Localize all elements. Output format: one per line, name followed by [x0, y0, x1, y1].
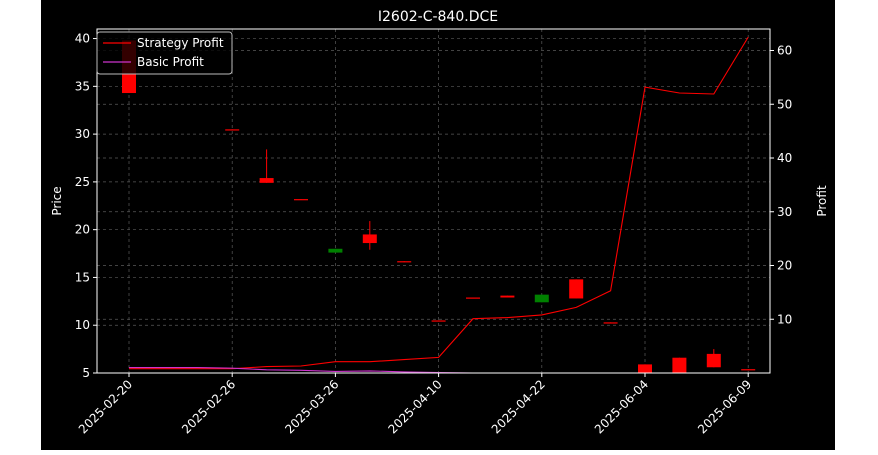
y-axis-right-label: Profit [815, 185, 829, 217]
legend: Strategy Profit Basic Profit [96, 31, 233, 75]
candle-body [328, 248, 343, 253]
y-left-tick-label: 20 [75, 223, 90, 237]
candle [672, 357, 687, 373]
candle-body [534, 294, 549, 303]
candle [534, 294, 549, 303]
x-tick-label: 2025-03-26 [282, 377, 341, 436]
y-right-tick-label: 40 [777, 151, 792, 165]
axis-layer: 5 10 15 20 25 30 35 40 10 20 30 40 50 60 2025-02-20 202… [75, 32, 793, 437]
y-left-tick-label: 15 [75, 270, 90, 284]
candle-body [706, 353, 721, 368]
candle-body [672, 357, 687, 373]
legend-basic-label: Basic Profit [137, 55, 204, 69]
candle [225, 129, 240, 131]
candle-body [294, 199, 308, 201]
candle [294, 199, 308, 201]
candle [431, 320, 446, 322]
y-right-tick-label: 30 [777, 205, 792, 219]
candle-body [259, 178, 274, 183]
y-left-tick-label: 35 [75, 79, 90, 93]
candle-body [431, 320, 446, 322]
chart-title: I2602-C-840.DCE [378, 9, 498, 25]
grid-layer [97, 29, 770, 374]
plot-frame [96, 28, 771, 374]
candle [362, 221, 377, 250]
y-right-tick-label: 50 [777, 97, 792, 111]
candle [741, 369, 756, 371]
candle-body [397, 261, 412, 263]
x-tick-label: 2025-02-20 [76, 377, 135, 436]
y-left-tick-label: 30 [75, 127, 90, 141]
candle-body [225, 129, 240, 131]
x-tick-label: 2025-06-09 [695, 377, 754, 436]
candle [706, 349, 721, 368]
candle [259, 149, 274, 183]
candle-body [603, 322, 618, 324]
candlestick-chart: I2602-C-840.DCE 510152025303540102030405… [50, 9, 829, 437]
candle-body [362, 234, 377, 244]
y-left-tick-label: 10 [75, 318, 90, 332]
candle [328, 248, 343, 253]
y-right-tick-label: 20 [777, 259, 792, 273]
chart-figure: I2602-C-840.DCE 5 10 15 20 25 30 35 40 10 20 30 40 5… [41, 0, 835, 450]
y-left-tick-label: 5 [82, 366, 90, 380]
basic-profit-line [129, 367, 749, 374]
x-tick-label: 2025-04-22 [489, 377, 548, 436]
x-tick-label: 2025-04-10 [386, 377, 445, 436]
x-tick-label: 2025-06-04 [592, 377, 651, 436]
candle [397, 261, 412, 263]
legend-strategy-label: Strategy Profit [137, 36, 224, 50]
y-axis-left-label: Price [50, 186, 64, 215]
candle-body [638, 364, 652, 373]
candle-body [500, 295, 515, 298]
x-tick-label: 2025-02-26 [179, 377, 238, 436]
candle [603, 322, 618, 324]
candle-body [569, 279, 584, 299]
y-right-tick-label: 60 [777, 44, 792, 58]
y-right-tick-label: 10 [777, 312, 792, 326]
candle-body [466, 297, 480, 299]
candle [569, 279, 584, 299]
candle [638, 364, 652, 373]
candle [466, 297, 480, 299]
candle-body [741, 369, 756, 371]
y-left-tick-label: 25 [75, 175, 90, 189]
candle [500, 295, 515, 298]
y-left-tick-label: 40 [75, 32, 90, 46]
